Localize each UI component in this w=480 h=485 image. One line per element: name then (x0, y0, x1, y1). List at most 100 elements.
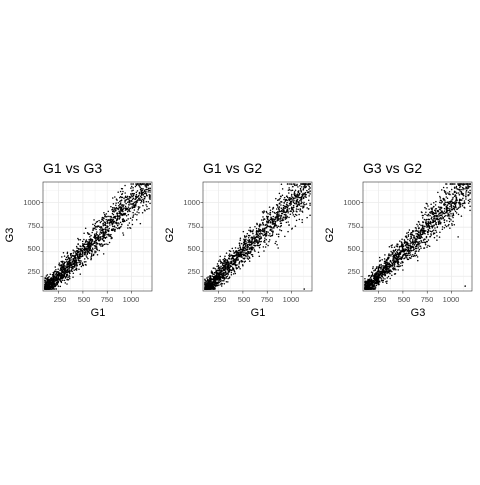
data-point (424, 219, 426, 221)
data-point (100, 222, 102, 224)
data-point (96, 247, 98, 249)
data-point (217, 263, 219, 265)
data-point (46, 275, 48, 277)
data-point (67, 274, 69, 276)
data-point (372, 274, 374, 276)
data-point (460, 203, 462, 205)
data-point (288, 187, 290, 189)
data-point (84, 254, 86, 256)
data-point (47, 287, 49, 289)
data-point (416, 224, 418, 226)
data-point (90, 258, 92, 260)
data-point (286, 195, 288, 197)
data-point (272, 216, 274, 218)
data-point (384, 254, 386, 256)
data-point (95, 223, 97, 225)
data-point (373, 286, 375, 288)
data-point (381, 259, 383, 261)
data-point (214, 287, 216, 289)
data-point (288, 217, 290, 219)
data-point (68, 274, 70, 276)
data-point (141, 192, 143, 194)
x-tick-label: 750 (261, 295, 274, 304)
data-point (243, 245, 245, 247)
data-point (468, 191, 470, 193)
data-point (444, 208, 446, 210)
data-point (465, 187, 467, 189)
data-point (467, 185, 469, 187)
data-point (127, 201, 129, 203)
data-point (297, 197, 299, 199)
data-point (140, 189, 142, 191)
data-point (463, 207, 465, 209)
data-point (258, 245, 260, 247)
data-point (235, 251, 237, 253)
data-point (73, 273, 75, 275)
data-point (411, 256, 413, 258)
data-point (374, 285, 376, 287)
data-point (388, 256, 390, 258)
data-point (260, 238, 262, 240)
data-point (433, 206, 435, 208)
data-point (54, 276, 56, 278)
data-point (122, 232, 124, 234)
data-point (77, 248, 79, 250)
data-point (445, 212, 447, 214)
data-point (124, 185, 126, 187)
data-point (119, 197, 121, 199)
y-tick-label: 250 (347, 267, 360, 276)
data-point (433, 221, 435, 223)
data-point (293, 200, 295, 202)
data-point (247, 245, 249, 247)
data-point (426, 224, 428, 226)
data-point (69, 259, 71, 261)
data-point (411, 250, 413, 252)
data-point (97, 237, 99, 239)
data-point (410, 241, 412, 243)
data-point (292, 186, 294, 188)
data-point (109, 221, 111, 223)
data-point (264, 241, 266, 243)
data-point (431, 226, 433, 228)
data-point (100, 237, 102, 239)
data-point (69, 258, 71, 260)
y-axis-title: G2 (324, 228, 336, 243)
data-point (266, 227, 268, 229)
data-point (402, 262, 404, 264)
data-point (279, 226, 281, 228)
data-point (109, 216, 111, 218)
data-point (106, 225, 108, 227)
data-point (56, 282, 58, 284)
data-point (115, 208, 117, 210)
data-point (78, 239, 80, 241)
data-point (140, 183, 142, 185)
data-point (83, 245, 85, 247)
data-point (408, 255, 410, 257)
data-point (219, 256, 221, 258)
data-point (125, 196, 127, 198)
data-point (299, 194, 301, 196)
data-point (220, 261, 222, 263)
data-point (117, 222, 119, 224)
data-point (441, 215, 443, 217)
data-point (109, 242, 111, 244)
data-point (294, 191, 296, 193)
data-point (58, 272, 60, 274)
data-point (100, 245, 102, 247)
data-point (240, 252, 242, 254)
data-point (97, 249, 99, 251)
data-point (370, 281, 372, 283)
data-point (95, 229, 97, 231)
data-point (48, 282, 50, 284)
data-point (83, 233, 85, 235)
data-point (258, 251, 260, 253)
data-point (128, 197, 130, 199)
data-point (209, 281, 211, 283)
data-point (47, 279, 49, 281)
data-point (295, 214, 297, 216)
data-point (216, 275, 218, 277)
data-point (442, 216, 444, 218)
data-point (86, 239, 88, 241)
data-point (285, 200, 287, 202)
data-point (288, 200, 290, 202)
